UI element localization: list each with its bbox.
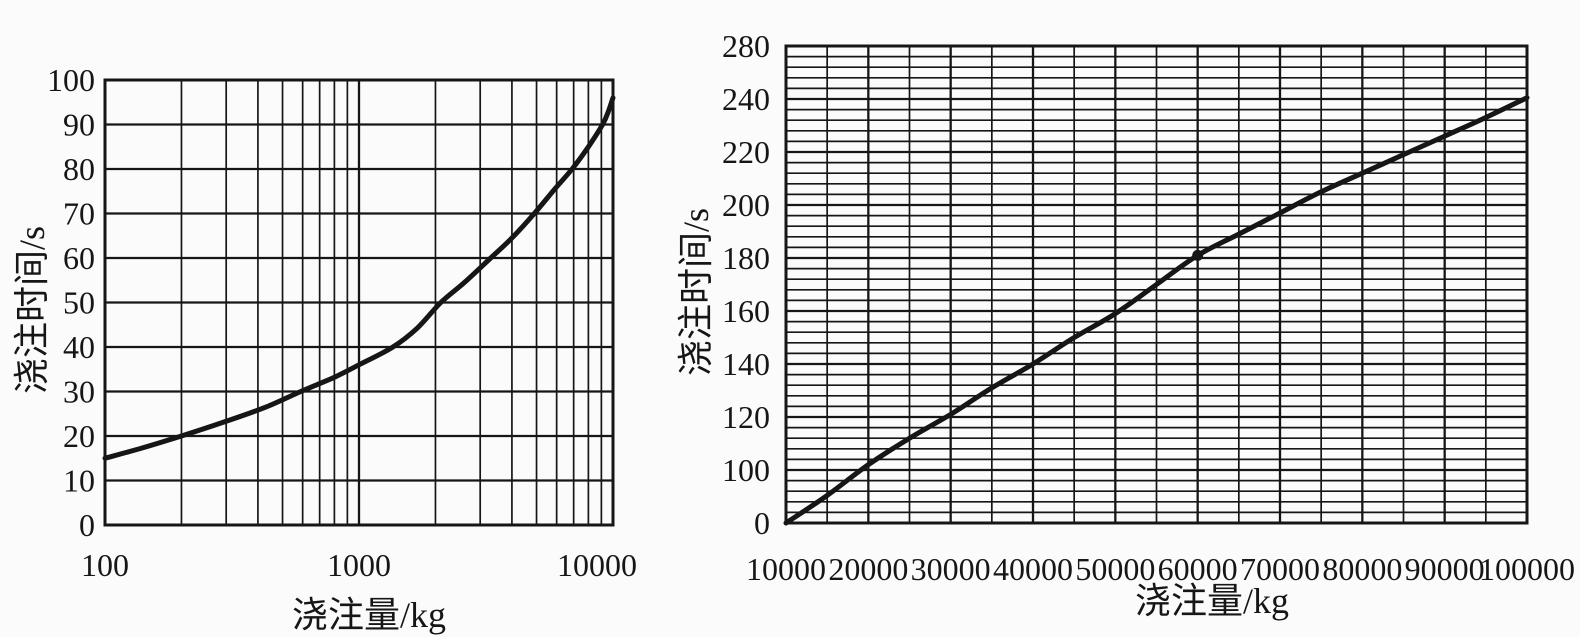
y-tick-label: 180 bbox=[722, 240, 770, 276]
right-chart-tick-labels: 0 100 120 140 160 180 200 220 240 280 10000 20000 30… bbox=[722, 28, 1575, 587]
left-x-axis-title: 浇注量/kg bbox=[292, 595, 446, 635]
right-x-axis-title: 浇注量/kg bbox=[1135, 581, 1289, 621]
x-tick-label: 90000 bbox=[1405, 551, 1485, 587]
y-tick-label: 60 bbox=[63, 240, 95, 276]
y-tick-label: 220 bbox=[722, 134, 770, 170]
y-tick-label: 50 bbox=[63, 285, 95, 321]
y-tick-label: 10 bbox=[63, 463, 95, 499]
y-tick-label: 120 bbox=[722, 399, 770, 435]
y-tick-label: 20 bbox=[63, 418, 95, 454]
y-tick-label: 280 bbox=[722, 28, 770, 64]
left-chart-tick-labels: 0 10 20 30 40 50 60 70 80 90 100 100 1000 10000 bbox=[47, 62, 637, 583]
plot-border bbox=[784, 44, 1529, 525]
y-tick-label: 40 bbox=[63, 329, 95, 365]
y-tick-label: 90 bbox=[63, 107, 95, 143]
right-chart-curve bbox=[783, 95, 1530, 526]
y-tick-label: 0 bbox=[754, 505, 770, 541]
left-chart-curve bbox=[102, 95, 616, 461]
x-tick-label: 80000 bbox=[1322, 551, 1402, 587]
y-tick-label: 80 bbox=[63, 151, 95, 187]
x-tick-label: 70000 bbox=[1240, 551, 1320, 587]
x-tick-label: 60000 bbox=[1158, 551, 1238, 587]
left-y-axis-title: 浇注时间/s bbox=[12, 226, 52, 394]
x-tick-label: 100 bbox=[81, 547, 129, 583]
x-tick-label: 10000 bbox=[746, 551, 826, 587]
y-tick-label: 240 bbox=[722, 81, 770, 117]
data-point-marker bbox=[1192, 249, 1204, 261]
right-y-axis-title: 浇注时间/s bbox=[676, 208, 716, 376]
y-tick-label: 140 bbox=[722, 346, 770, 382]
y-tick-label: 70 bbox=[63, 196, 95, 232]
pouring-time-curve bbox=[783, 95, 1530, 526]
x-tick-label: 20000 bbox=[828, 551, 908, 587]
y-tick-label: 160 bbox=[722, 293, 770, 329]
x-tick-label: 50000 bbox=[1075, 551, 1155, 587]
x-tick-label: 40000 bbox=[993, 551, 1073, 587]
y-tick-label: 100 bbox=[722, 452, 770, 488]
x-tick-label: 100000 bbox=[1479, 551, 1575, 587]
y-tick-label: 30 bbox=[63, 374, 95, 410]
y-tick-label: 200 bbox=[722, 187, 770, 223]
x-tick-label: 1000 bbox=[327, 547, 391, 583]
y-tick-label: 0 bbox=[79, 507, 95, 543]
left-chart-grid bbox=[103, 78, 615, 527]
x-tick-label: 10000 bbox=[557, 547, 637, 583]
plot-border bbox=[103, 78, 615, 527]
pouring-time-curve bbox=[102, 95, 616, 461]
x-tick-label: 30000 bbox=[911, 551, 991, 587]
y-tick-label: 100 bbox=[47, 62, 95, 98]
